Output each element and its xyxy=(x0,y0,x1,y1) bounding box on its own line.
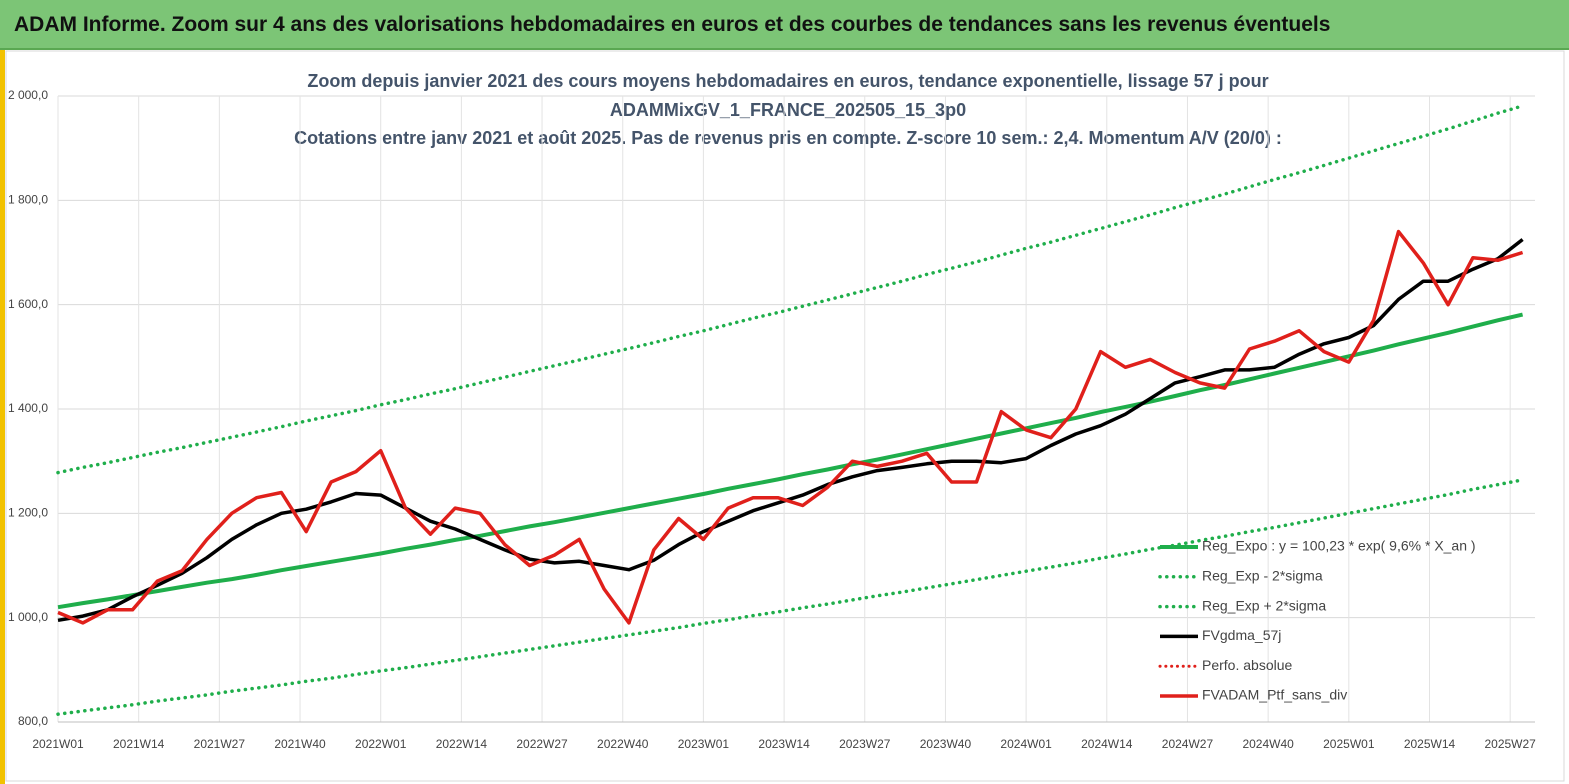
legend-label: FVgdma_57j xyxy=(1202,627,1281,643)
y-tick-label: 1 600,0 xyxy=(8,297,48,311)
legend-label: FVADAM_Ptf_sans_div xyxy=(1202,687,1347,703)
chart-title: ADAMMixGV_1_FRANCE_202505_15_3p0 xyxy=(610,100,966,120)
chart-title: Cotations entre janv 2021 et août 2025. … xyxy=(294,128,1282,148)
y-tick-label: 800,0 xyxy=(18,714,48,728)
series-line xyxy=(57,312,1524,610)
x-tick-label: 2021W14 xyxy=(113,737,165,751)
legend-label: Reg_Exp - 2*sigma xyxy=(1202,568,1323,584)
x-tick-label: 2022W01 xyxy=(355,737,407,751)
y-tick-label: 1 400,0 xyxy=(8,401,48,415)
x-tick-label: 2025W01 xyxy=(1323,737,1375,751)
chart-title: Zoom depuis janvier 2021 des cours moyen… xyxy=(307,71,1268,91)
x-tick-label: 2025W27 xyxy=(1484,737,1536,751)
legend-label: Perfo. absolue xyxy=(1202,657,1292,673)
series-line xyxy=(56,478,1525,716)
x-tick-label: 2022W40 xyxy=(597,737,649,751)
y-tick-label: 1 200,0 xyxy=(8,506,48,520)
x-tick-label: 2022W27 xyxy=(516,737,568,751)
legend-label: Reg_Expo : y = 100,23 * exp( 9,6% * X_an… xyxy=(1202,538,1476,554)
x-tick-label: 2024W40 xyxy=(1242,737,1294,751)
x-tick-label: 2024W27 xyxy=(1162,737,1214,751)
y-tick-label: 1 800,0 xyxy=(8,193,48,207)
header-title: ADAM Informe. Zoom sur 4 ans des valoris… xyxy=(14,13,1331,36)
x-tick-label: 2021W01 xyxy=(32,737,84,751)
x-tick-label: 2021W27 xyxy=(194,737,246,751)
x-tick-label: 2025W14 xyxy=(1404,737,1456,751)
x-tick-label: 2023W14 xyxy=(758,737,810,751)
chart: Zoom depuis janvier 2021 des cours moyen… xyxy=(5,50,1565,782)
x-tick-label: 2024W01 xyxy=(1000,737,1052,751)
x-tick-label: 2023W01 xyxy=(678,737,730,751)
x-tick-label: 2021W40 xyxy=(274,737,326,751)
series-line xyxy=(57,238,1524,623)
y-tick-label: 2 000,0 xyxy=(8,88,48,102)
x-tick-label: 2024W14 xyxy=(1081,737,1133,751)
x-tick-label: 2022W14 xyxy=(436,737,488,751)
series-line xyxy=(57,229,1524,625)
header: ADAM Informe. Zoom sur 4 ans des valoris… xyxy=(0,0,1569,50)
side-stripe xyxy=(0,50,5,784)
chart-frame xyxy=(5,50,1565,782)
series-line xyxy=(56,104,1525,475)
legend-label: Reg_Exp + 2*sigma xyxy=(1202,597,1326,613)
x-tick-label: 2023W27 xyxy=(839,737,891,751)
x-tick-label: 2023W40 xyxy=(920,737,972,751)
y-tick-label: 1 000,0 xyxy=(8,610,48,624)
